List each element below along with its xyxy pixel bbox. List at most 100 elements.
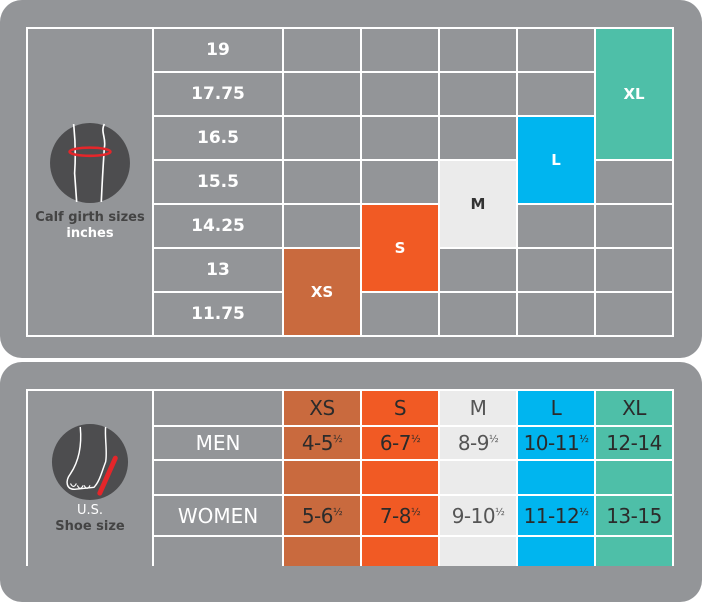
girth-17-75: 17.75 [154,73,282,115]
girth-15-5: 15.5 [154,161,282,203]
size-header: M [469,396,487,420]
header-m: M [440,391,516,425]
shoe-size-value: 5-6½ [301,503,343,528]
shoe-caption-country: U.S. [76,502,104,518]
header-xl: XL [596,391,672,425]
shoe-size-value: 11-12½ [524,504,589,528]
header-s: S [362,391,438,425]
shoe-size-value: 8-9½ [457,431,499,455]
blank-cell [154,537,282,566]
shoe-size-chart: U.S. Shoe size MEN WOMEN XS 4-5½ 5-6½ S 6-7½… [26,389,674,566]
size-block-xl: XL [596,29,672,159]
girth-14-25: 14.25 [154,205,282,247]
empty-cell [518,29,594,71]
size-block-s: S [362,205,438,291]
shoe-size-half: ½ [410,434,421,445]
shoe-size-range: 11-12 [523,503,580,528]
men-size-l: 10-11½ [518,427,594,459]
women-size-s: 7-8½ [362,496,438,535]
size-header: S [393,396,407,420]
empty-cell [440,29,516,71]
empty-cell [440,293,516,335]
blank-cell-l [518,461,594,494]
shoe-size-half: ½ [410,506,421,518]
empty-cell [518,73,594,115]
calf-size-chart: Calf girth sizes inches 19 17.75 16.5 15… [26,27,674,337]
women-size-xl: 13-15 [596,496,672,535]
calf-unit: inches [66,226,114,241]
shoe-size-range: 6-7 [379,431,412,455]
blank-cell-xs [284,461,360,494]
shoe-caption-cell: U.S. Shoe size [28,391,152,566]
header-blank-cell [154,391,282,425]
shoe-size-range: 10-11 [523,431,580,455]
size-block-xs: XS [284,249,360,335]
empty-cell [440,117,516,159]
empty-cell [596,205,672,247]
row-label-men: MEN [154,427,282,459]
empty-cell [362,293,438,335]
empty-cell [362,117,438,159]
men-size-xl: 12-14 [596,427,672,459]
size-header: XS [309,396,335,420]
shoe-size-range: 5-6 [301,503,334,528]
women-size-m: 9-10½ [440,496,516,535]
empty-cell [596,161,672,203]
shoe-size-value: 7-8½ [379,503,421,528]
empty-cell [440,249,516,291]
size-block-l: L [518,117,594,203]
shoe-size-range: 7-8 [379,503,412,528]
women-size-l: 11-12½ [518,496,594,535]
shoe-size-range: 8-9 [457,431,490,455]
empty-cell [518,205,594,247]
blank-cell-s [362,461,438,494]
shoe-size-half: ½ [579,434,589,445]
blank-cell-xl [596,537,672,566]
shoe-size-range: 9-10 [451,503,496,528]
empty-cell [362,73,438,115]
blank-cell-xl [596,461,672,494]
girth-16-5: 16.5 [154,117,282,159]
row-label-women: WOMEN [154,496,282,535]
header-l: L [518,391,594,425]
blank-cell-s [362,537,438,566]
empty-cell [284,73,360,115]
empty-cell [440,73,516,115]
shoe-size-value: 12-14 [606,431,662,455]
girth-11-75: 11.75 [154,293,282,335]
empty-cell [284,29,360,71]
shoe-size-range: 12-14 [606,431,662,455]
shoe-size-half: ½ [488,434,499,445]
shoe-size-value: 13-15 [606,504,662,528]
shoe-size-value: 10-11½ [524,431,589,455]
men-size-m: 8-9½ [440,427,516,459]
shoe-size-half: ½ [332,506,343,518]
blank-cell-m [440,461,516,494]
size-block-m: M [440,161,516,247]
header-xs: XS [284,391,360,425]
empty-cell [284,117,360,159]
foot-icon [51,423,129,500]
men-size-s: 6-7½ [362,427,438,459]
men-size-xs: 4-5½ [284,427,360,459]
empty-cell [518,249,594,291]
shoe-size-value: 6-7½ [379,431,421,455]
blank-cell-xs [284,537,360,566]
empty-cell [362,161,438,203]
blank-cell-l [518,537,594,566]
shoe-size-half: ½ [495,506,505,518]
blank-cell [154,461,282,494]
blank-cell-m [440,537,516,566]
girth-13: 13 [154,249,282,291]
shoe-size-value: 9-10½ [452,504,505,528]
shoe-size-range: 13-15 [606,503,662,528]
women-size-xs: 5-6½ [284,496,360,535]
shoe-caption: Shoe size [55,518,125,534]
empty-cell [284,205,360,247]
size-header: XL [622,396,646,420]
size-header: L [550,396,562,420]
empty-cell [518,293,594,335]
shoe-size-value: 4-5½ [302,431,343,455]
empty-cell [596,249,672,291]
calf-caption: Calf girth sizes [35,210,145,225]
